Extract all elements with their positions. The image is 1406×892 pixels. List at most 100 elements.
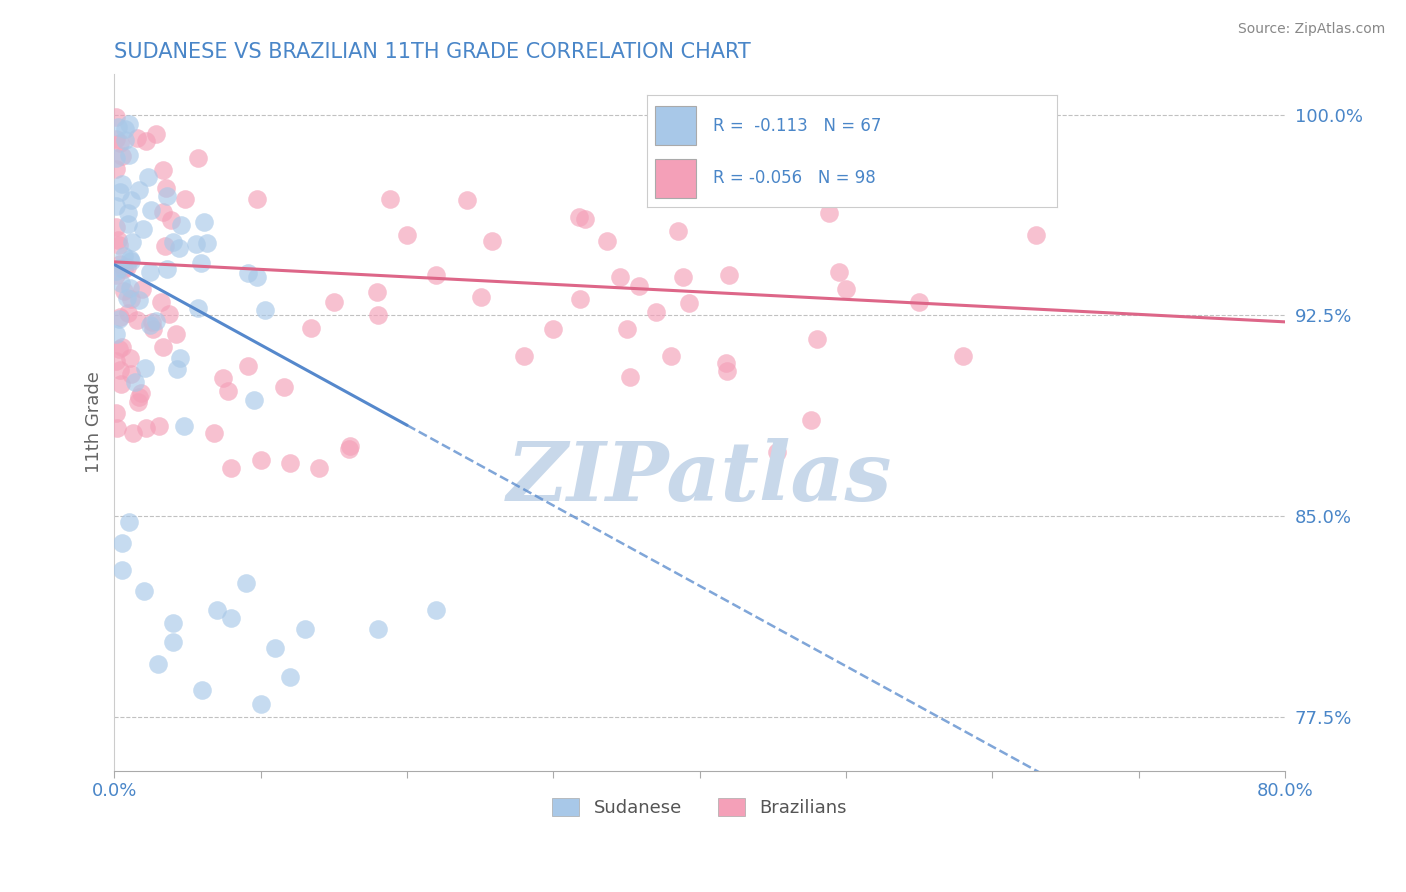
Point <box>678 296 700 310</box>
Point <box>121 235 143 249</box>
Point <box>141 322 163 336</box>
Point <box>513 349 536 363</box>
Point <box>108 312 131 326</box>
Point <box>150 294 173 309</box>
Point <box>569 292 592 306</box>
Point <box>718 268 741 283</box>
Point <box>117 306 139 320</box>
Point <box>132 584 155 599</box>
Point <box>139 202 162 217</box>
Point <box>108 362 131 376</box>
Point <box>367 622 389 636</box>
Point <box>139 265 162 279</box>
Point <box>120 254 142 268</box>
Point <box>105 151 128 165</box>
Point <box>111 340 134 354</box>
Point <box>249 453 271 467</box>
Point <box>108 237 131 252</box>
Point <box>160 212 183 227</box>
Point <box>105 220 128 235</box>
Point <box>131 222 153 236</box>
Point <box>162 616 184 631</box>
Point <box>627 279 650 293</box>
Point <box>124 375 146 389</box>
Point <box>118 515 141 529</box>
Point <box>245 192 267 206</box>
Point <box>481 234 503 248</box>
Point <box>470 290 492 304</box>
Point <box>108 261 131 276</box>
Text: ZIPatlas: ZIPatlas <box>508 438 893 518</box>
Point <box>211 370 233 384</box>
Point <box>190 256 212 270</box>
Point <box>120 193 142 207</box>
Point <box>827 265 849 279</box>
Point <box>596 234 619 248</box>
Point <box>117 260 139 275</box>
Point <box>121 425 143 440</box>
Point <box>952 349 974 363</box>
Point <box>278 456 301 470</box>
Point <box>105 161 128 176</box>
Point <box>243 393 266 408</box>
Point <box>666 224 689 238</box>
Point <box>162 235 184 250</box>
Point <box>273 379 295 393</box>
Point <box>127 131 149 145</box>
Point <box>249 697 271 711</box>
Point <box>135 421 157 435</box>
Point <box>619 370 641 384</box>
Point <box>111 148 134 162</box>
Point <box>191 683 214 698</box>
Point <box>299 321 322 335</box>
Point <box>173 192 195 206</box>
Point <box>108 186 131 200</box>
Point <box>145 314 167 328</box>
Point <box>567 210 589 224</box>
Point <box>112 284 135 298</box>
Point <box>110 277 132 291</box>
Point <box>118 148 141 162</box>
Point <box>141 315 163 329</box>
Point <box>107 120 129 134</box>
Point <box>129 385 152 400</box>
Point <box>111 177 134 191</box>
Point <box>236 359 259 373</box>
Point <box>380 192 402 206</box>
Point <box>806 332 828 346</box>
Point <box>195 235 218 250</box>
Point <box>128 293 150 307</box>
Point <box>425 268 447 283</box>
Point <box>104 268 127 282</box>
Point <box>145 127 167 141</box>
Point <box>366 285 388 299</box>
Point <box>817 206 839 220</box>
Point <box>111 563 134 577</box>
Point <box>155 181 177 195</box>
Point <box>609 270 631 285</box>
Point <box>108 136 131 151</box>
Point <box>543 322 565 336</box>
Point <box>110 377 132 392</box>
Point <box>156 189 179 203</box>
Point <box>135 134 157 148</box>
Point <box>104 354 127 368</box>
Point <box>308 461 330 475</box>
Point <box>616 322 638 336</box>
Point <box>456 193 478 207</box>
Point <box>187 301 209 316</box>
Point <box>153 239 176 253</box>
Point <box>114 122 136 136</box>
Text: Source: ZipAtlas.com: Source: ZipAtlas.com <box>1237 22 1385 37</box>
Point <box>114 133 136 147</box>
Point <box>128 390 150 404</box>
Point <box>246 270 269 285</box>
Point <box>121 367 143 381</box>
Point <box>170 218 193 232</box>
Point <box>104 327 127 342</box>
Point <box>152 340 174 354</box>
Point <box>645 304 668 318</box>
Point <box>672 270 695 285</box>
Point <box>104 110 127 124</box>
Point <box>156 262 179 277</box>
